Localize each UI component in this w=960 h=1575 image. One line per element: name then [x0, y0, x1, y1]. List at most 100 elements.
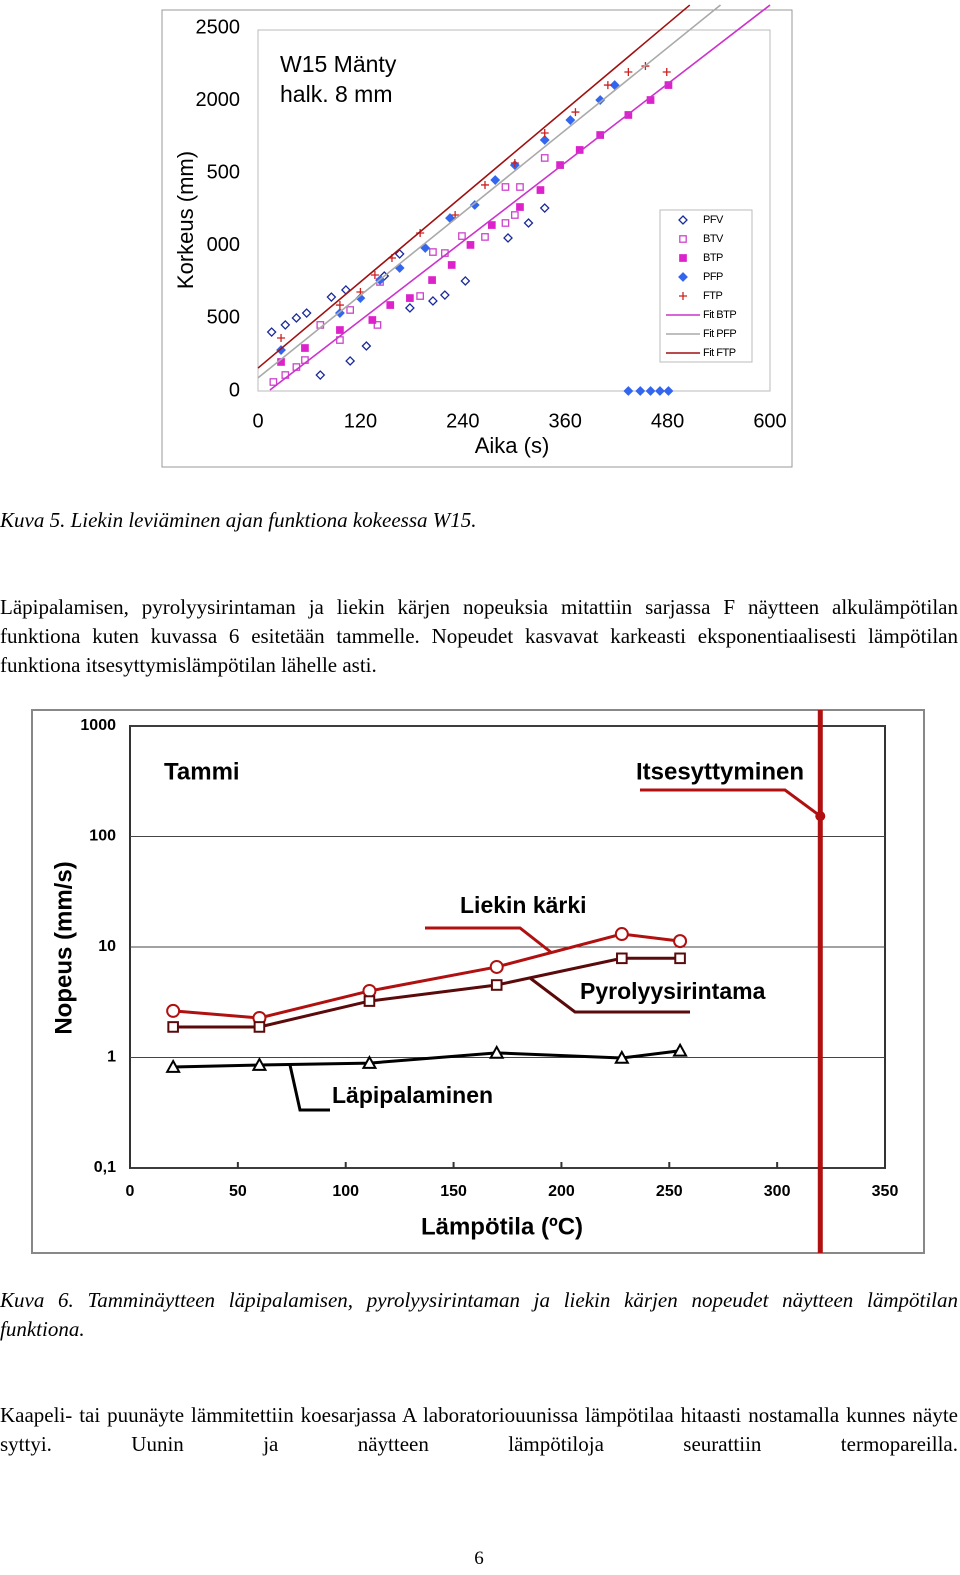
marker: [428, 276, 436, 284]
marker: [451, 211, 460, 220]
marker: [540, 128, 549, 137]
marker: [361, 1055, 378, 1069]
marker: [609, 80, 620, 90]
marker: [487, 221, 496, 229]
marker: [595, 95, 606, 105]
chart-title: W15 Mänty: [280, 51, 397, 77]
marker: [679, 254, 687, 262]
series-line: [173, 1049, 681, 1069]
marker: [490, 175, 501, 185]
x-tick-label: 300: [764, 1183, 791, 1200]
marker: [623, 386, 634, 396]
marker: [266, 327, 277, 337]
marker: [370, 270, 379, 279]
y-tick-label: 100: [89, 828, 116, 845]
y-tick-label: 1: [107, 1049, 116, 1066]
y-tick-label: 0: [229, 379, 240, 401]
x-axis-title: Lämpötila (ºC): [421, 1213, 583, 1240]
marker: [489, 959, 504, 974]
marker: [490, 979, 503, 991]
marker: [614, 1049, 630, 1064]
x-tick-label: 360: [549, 410, 582, 432]
paragraph: Kaapeli- tai puunäyte lämmitettiin koesa…: [0, 1403, 958, 1456]
y-tick-label: 2000: [196, 89, 241, 111]
x-tick-label: 350: [872, 1183, 899, 1200]
marker: [280, 320, 291, 330]
marker: [489, 1044, 505, 1059]
marker: [516, 183, 524, 191]
marker: [428, 296, 438, 306]
marker: [336, 326, 344, 334]
marker: [362, 983, 377, 998]
marker: [326, 292, 337, 302]
marker: [315, 370, 326, 380]
marker: [276, 345, 286, 355]
marker: [460, 276, 471, 286]
fit-line: [257, 4, 722, 379]
y-tick-label: 1000: [80, 717, 116, 734]
ignition-point: [815, 811, 826, 822]
fit-line: [269, 4, 771, 391]
x-tick-label: 0: [252, 410, 263, 432]
marker: [571, 108, 580, 117]
marker: [416, 292, 424, 300]
series-label: Läpipalaminen: [332, 1082, 493, 1108]
marker: [645, 386, 656, 396]
x-tick-label: 240: [446, 410, 479, 432]
leader-line: [529, 976, 690, 1014]
chart-title: Tammi: [164, 758, 240, 785]
marker: [565, 115, 576, 125]
marker: [363, 995, 376, 1007]
marker: [166, 1003, 181, 1018]
page-number: 6: [474, 1548, 484, 1569]
marker: [501, 219, 510, 227]
legend-label: Fit BTP: [703, 309, 736, 321]
marker: [335, 301, 344, 310]
figure-frame: [161, 9, 793, 468]
marker: [458, 232, 466, 240]
marker: [624, 67, 633, 76]
marker: [469, 200, 480, 210]
x-tick-label: 200: [548, 1183, 575, 1200]
legend-label: BTP: [703, 252, 723, 264]
marker: [672, 1042, 688, 1057]
marker: [447, 261, 456, 269]
marker: [368, 316, 377, 324]
marker: [404, 303, 415, 313]
annotation: Itsesyttyminen: [636, 758, 804, 785]
marker: [663, 386, 674, 396]
marker: [635, 386, 646, 396]
marker: [345, 356, 356, 366]
marker: [501, 183, 510, 191]
marker: [481, 233, 489, 241]
marker: [480, 180, 489, 189]
x-tick-label: 480: [651, 410, 684, 432]
y-axis-title: Nopeus (mm/s): [50, 861, 77, 1034]
chart-title: halk. 8 mm: [280, 81, 392, 107]
marker: [291, 313, 302, 323]
x-tick-label: 0: [126, 1183, 135, 1200]
marker: [439, 290, 450, 300]
fit-line: [257, 4, 691, 369]
marker: [614, 927, 629, 942]
marker: [536, 186, 545, 194]
paragraph: Läpipalamisen, pyrolyysirintaman ja liek…: [0, 595, 958, 677]
marker: [679, 292, 687, 300]
x-tick-label: 50: [229, 1183, 247, 1200]
marker: [511, 211, 519, 219]
series-label: Liekin kärki: [460, 892, 587, 918]
figure-frame: [31, 709, 925, 1254]
legend-label: FTP: [703, 290, 722, 302]
series-label: Pyrolyysirintama: [580, 978, 766, 1004]
marker: [466, 241, 475, 249]
marker: [616, 952, 628, 965]
marker: [167, 1021, 179, 1033]
marker: [678, 215, 688, 225]
y-tick-label: 2500: [196, 16, 241, 38]
marker: [373, 321, 382, 329]
x-axis-title: Aika (s): [475, 433, 550, 458]
figure-caption: Kuva 6. Tamminäytteen läpipalamisen, pyr…: [0, 1288, 958, 1341]
